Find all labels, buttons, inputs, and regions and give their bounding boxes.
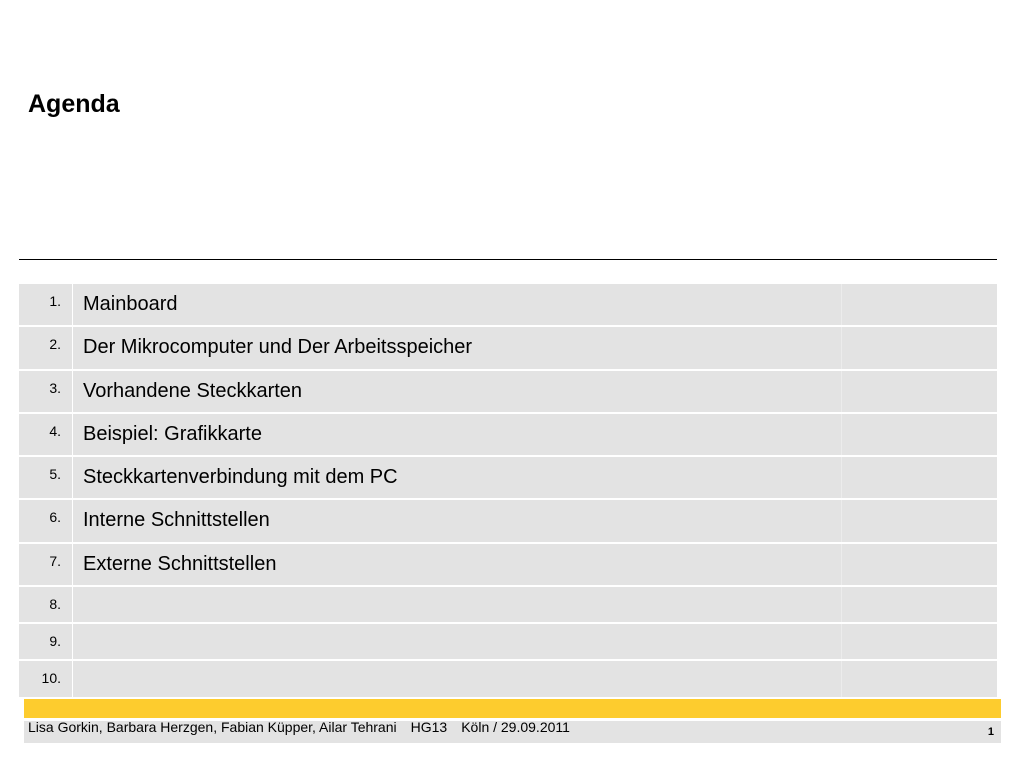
agenda-item-number: 6. xyxy=(19,500,73,542)
agenda-item-number: 7. xyxy=(19,543,73,586)
column-divider xyxy=(841,284,842,326)
agenda-item-number: 2. xyxy=(19,327,73,369)
footer-place-date: Köln / 29.09.2011 xyxy=(461,719,570,735)
agenda-item-label: Mainboard xyxy=(83,293,178,315)
agenda-item-label: Der Mikrocomputer und Der Arbeitsspeiche… xyxy=(83,336,473,359)
agenda-row: 8. xyxy=(19,587,997,625)
agenda-row: 4. Beispiel: Grafikkarte xyxy=(19,413,997,458)
column-divider xyxy=(841,500,842,542)
footer-text: Lisa Gorkin, Barbara Herzgen, Fabian Küp… xyxy=(28,719,584,735)
agenda-table: 1. Mainboard 2. Der Mikrocomputer und De… xyxy=(19,284,997,698)
accent-bar xyxy=(24,699,1001,718)
agenda-row: 2. Der Mikrocomputer und Der Arbeitsspei… xyxy=(19,327,997,371)
agenda-item-label: Vorhandene Steckkarten xyxy=(83,379,303,402)
column-divider xyxy=(841,413,842,456)
column-divider xyxy=(841,587,842,623)
column-divider xyxy=(841,457,842,499)
agenda-item-number: 5. xyxy=(19,457,73,499)
agenda-item-number: 3. xyxy=(19,370,73,412)
agenda-row: 5. Steckkartenverbindung mit dem PC xyxy=(19,457,997,501)
page-number: 1 xyxy=(987,726,994,738)
agenda-item-number: 8. xyxy=(19,587,73,623)
agenda-item-label: Externe Schnittstellen xyxy=(83,552,277,575)
agenda-row: 6. Interne Schnittstellen xyxy=(19,500,997,544)
column-divider xyxy=(841,370,842,412)
page-title: Agenda xyxy=(28,90,120,118)
title-divider xyxy=(19,259,997,260)
agenda-item-label xyxy=(73,624,997,659)
agenda-item-label xyxy=(73,587,997,622)
footer: Lisa Gorkin, Barbara Herzgen, Fabian Küp… xyxy=(24,719,1001,743)
agenda-row: 7. Externe Schnittstellen xyxy=(19,543,997,588)
agenda-item-number: 4. xyxy=(19,413,73,456)
column-divider xyxy=(841,543,842,586)
agenda-item-label: Steckkartenverbindung mit dem PC xyxy=(83,466,398,489)
column-divider xyxy=(841,327,842,369)
agenda-item-number: 9. xyxy=(19,624,73,660)
agenda-row: 9. xyxy=(19,624,997,662)
agenda-row: 3. Vorhandene Steckkarten xyxy=(19,370,997,414)
footer-course: HG13 xyxy=(410,719,448,735)
agenda-item-number: 1. xyxy=(19,284,73,326)
agenda-item-number: 10. xyxy=(19,661,73,698)
footer-authors: Lisa Gorkin, Barbara Herzgen, Fabian Küp… xyxy=(28,719,397,735)
column-divider xyxy=(841,624,842,660)
agenda-item-label: Beispiel: Grafikkarte xyxy=(83,422,262,445)
agenda-item-label xyxy=(73,661,997,697)
agenda-item-label: Interne Schnittstellen xyxy=(83,509,270,532)
column-divider xyxy=(841,661,842,698)
agenda-row: 1. Mainboard xyxy=(19,284,997,328)
agenda-row: 10. xyxy=(19,661,997,698)
